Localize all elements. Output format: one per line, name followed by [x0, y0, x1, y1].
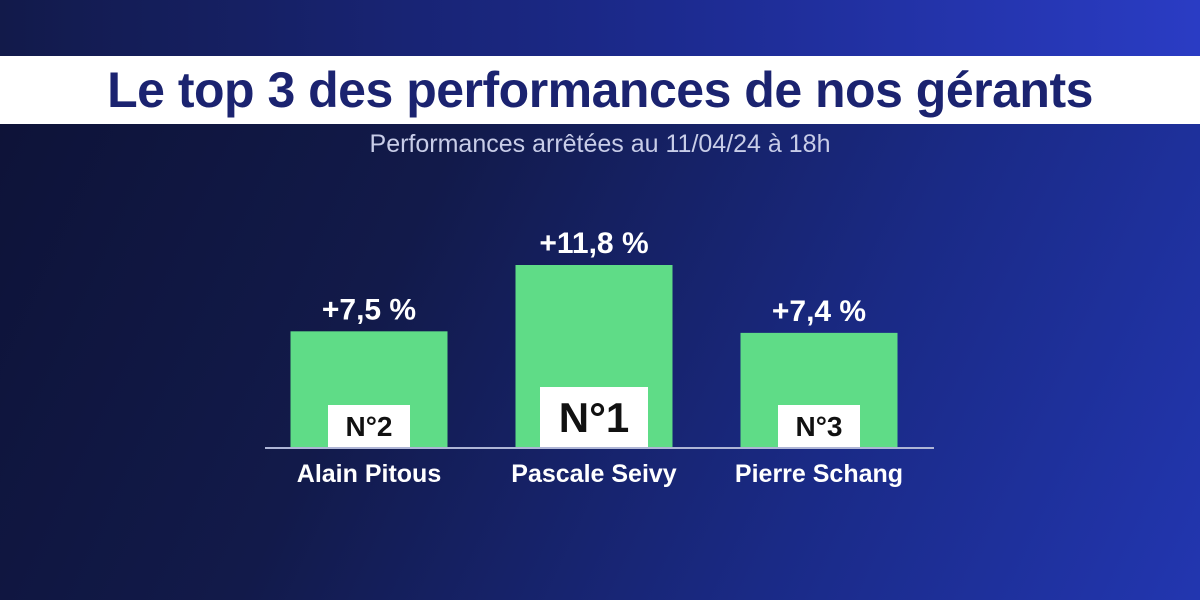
rank-badge [778, 405, 860, 447]
bar-value-label: +7,4 % [772, 295, 866, 328]
title-bar: Le top 3 des performances de nos gérants [0, 56, 1200, 124]
bar-group-2: +11,8 % N°1 Pascale Seivy [511, 227, 677, 488]
chart-subtitle: Performances arrêtées au 11/04/24 à 18h [369, 130, 831, 158]
header-band [0, 0, 1200, 56]
rank-label: N°1 [559, 394, 630, 441]
bars-layer: +7,5 % N°2 Alain Pitous +11,8 % N°1 Pascale S… [290, 227, 903, 488]
rank-badge [328, 405, 410, 447]
rank-label: N°3 [796, 411, 843, 442]
rank-label: N°2 [346, 411, 393, 442]
bar-group-1: +7,5 % N°2 Alain Pitous [290, 293, 448, 488]
rank-badge [540, 387, 648, 447]
bar-value-label: +7,5 % [322, 293, 416, 326]
category-label: Pierre Schang [735, 460, 903, 488]
category-label: Alain Pitous [297, 460, 441, 488]
category-label: Pascale Seivy [511, 460, 677, 488]
bar-group-3: +7,4 % N°3 Pierre Schang [735, 295, 903, 488]
chart-title: Le top 3 des performances de nos gérants [107, 62, 1093, 118]
bar-value-label: +11,8 % [539, 227, 648, 260]
